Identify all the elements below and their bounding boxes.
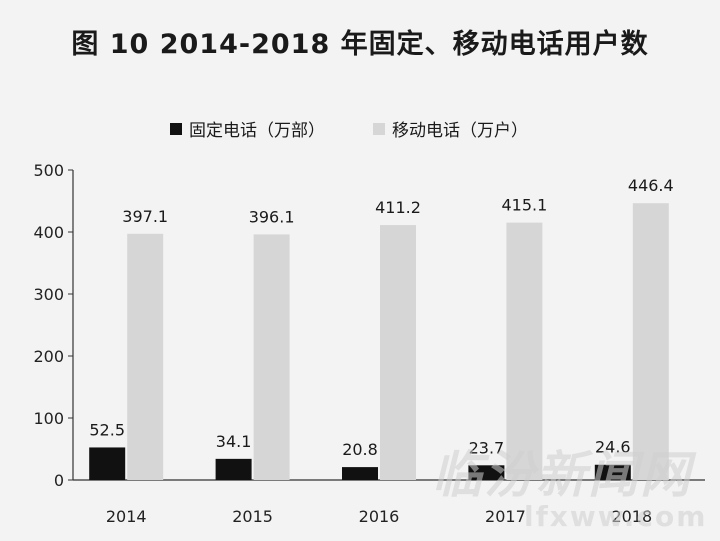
chart-title: 图 10 2014-2018 年固定、移动电话用户数 <box>71 29 649 60</box>
legend-swatch-mobile <box>373 122 385 135</box>
legend-item-mobile: 移动电话（万户） <box>373 116 528 141</box>
bar-mobile <box>127 233 164 480</box>
data-label-fixed: 24.6 <box>595 438 631 457</box>
x-tick-label: 2014 <box>106 507 147 526</box>
legend-label-fixed: 固定电话（万部） <box>189 121 325 141</box>
bar-mobile <box>632 203 669 480</box>
x-tick-label: 2017 <box>485 507 526 526</box>
legend-swatch-fixed <box>170 122 182 135</box>
data-label-mobile: 411.2 <box>375 198 421 217</box>
bar-fixed <box>594 464 631 480</box>
bar-mobile <box>380 225 416 480</box>
data-label-fixed: 34.1 <box>216 432 252 451</box>
watermark-domain: lfxww.com <box>524 500 708 533</box>
watermark-brand: 临汾新闻网 <box>432 446 692 504</box>
bar-fixed <box>468 465 505 480</box>
y-tick-label: 500 <box>33 161 64 180</box>
y-tick-label: 0 <box>54 471 64 490</box>
data-label-mobile: 396.1 <box>249 207 295 226</box>
data-label-fixed: 52.5 <box>89 420 125 439</box>
data-label-mobile: 397.1 <box>122 207 168 226</box>
data-label-mobile: 415.1 <box>501 196 547 215</box>
data-label-fixed: 20.8 <box>342 440 378 459</box>
data-label-fixed: 23.7 <box>469 438 505 457</box>
x-tick-label: 2018 <box>611 507 652 526</box>
bar-fixed <box>342 467 378 480</box>
x-tick-label: 2016 <box>359 507 400 526</box>
y-tick-label: 300 <box>33 285 64 304</box>
bar-fixed <box>89 447 126 480</box>
legend-label-mobile: 移动电话（万户） <box>392 121 528 141</box>
y-tick-label: 200 <box>33 347 64 366</box>
legend-item-fixed: 固定电话（万部） <box>170 116 325 141</box>
bar-mobile <box>506 222 543 480</box>
bar-mobile <box>253 234 290 480</box>
bar-fixed <box>215 458 252 480</box>
watermark: 临汾新闻网 lfxww.com <box>432 448 707 532</box>
legend: 固定电话（万部） 移动电话（万户） <box>170 116 528 141</box>
y-tick-label: 100 <box>33 409 64 428</box>
x-tick-label: 2015 <box>232 507 273 526</box>
y-tick-label: 400 <box>33 223 64 242</box>
data-label-mobile: 446.4 <box>628 176 674 195</box>
